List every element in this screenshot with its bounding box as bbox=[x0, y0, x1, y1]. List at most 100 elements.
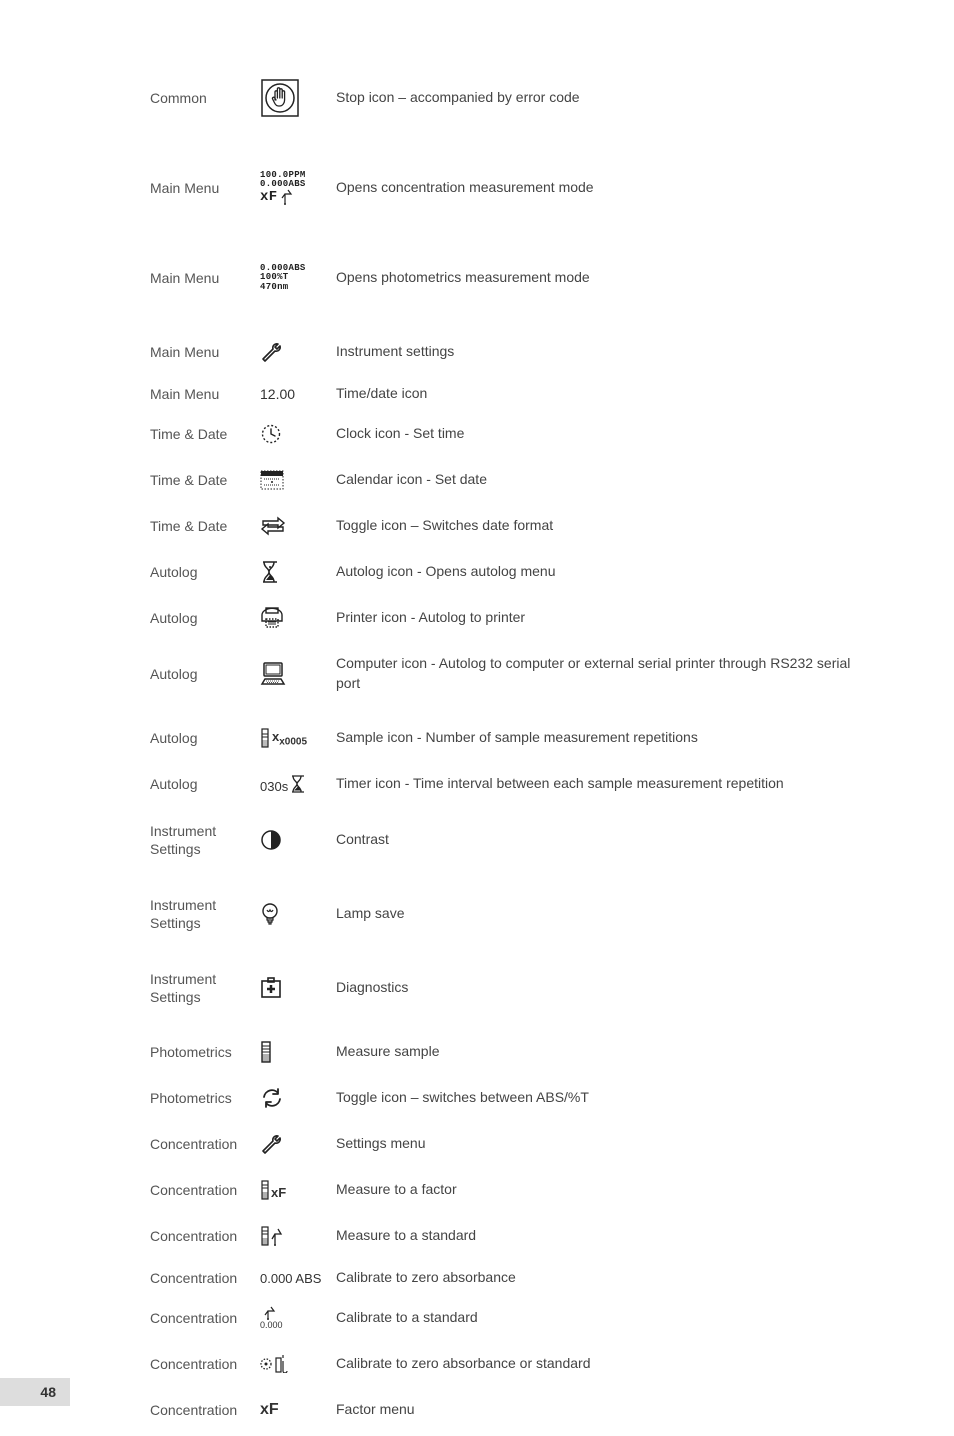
desc-col: Printer icon - Autolog to printer bbox=[336, 608, 870, 628]
icon-col: xF bbox=[260, 1180, 336, 1200]
icon-table: Common Stop icon – accompanied by error … bbox=[150, 62, 870, 1430]
icon-col bbox=[260, 607, 336, 629]
menu-col: Photometrics bbox=[150, 1043, 260, 1061]
table-row: Autolog Autolog icon - Opens autolog men… bbox=[150, 552, 870, 592]
menu-col: Time & Date bbox=[150, 425, 260, 443]
table-row: Main Menu 100.0PPM 0.000ABS xF Opens con… bbox=[150, 152, 870, 224]
wrench-icon bbox=[260, 340, 284, 364]
desc-col: Computer icon - Autolog to computer or e… bbox=[336, 654, 870, 693]
icon-col: 0.000 ABS bbox=[260, 1271, 336, 1286]
menu-col: Instrument Settings bbox=[150, 896, 260, 932]
cuvette-icon bbox=[260, 1041, 272, 1063]
desc-col: Time/date icon bbox=[336, 384, 870, 404]
desc-col: Lamp save bbox=[336, 904, 870, 924]
menu-col: Time & Date bbox=[150, 471, 260, 489]
toggle-arrows-icon bbox=[260, 515, 286, 537]
desc-col: Measure to a standard bbox=[336, 1226, 870, 1246]
icon-col: xF bbox=[260, 1401, 336, 1419]
icon-col bbox=[260, 829, 336, 851]
table-row: Instrument Settings Contrast bbox=[150, 810, 870, 870]
icon-text-line: 470nm bbox=[260, 283, 289, 292]
desc-col: Autolog icon - Opens autolog menu bbox=[336, 562, 870, 582]
photometrics-mode-icon: 0.000ABS 100%T 470nm bbox=[260, 264, 306, 292]
menu-col: Photometrics bbox=[150, 1089, 260, 1107]
menu-col: Autolog bbox=[150, 729, 260, 747]
menu-col: Main Menu bbox=[150, 343, 260, 361]
contrast-icon bbox=[260, 829, 282, 851]
hourglass-icon bbox=[260, 560, 280, 584]
desc-col: Sample icon - Number of sample measureme… bbox=[336, 728, 870, 748]
table-row: Autolog xx0005 Sample icon - Number of s… bbox=[150, 718, 870, 758]
desc-col: Calendar icon - Set date bbox=[336, 470, 870, 490]
calibrate-either-icon bbox=[260, 1355, 288, 1373]
icon-col: 030s bbox=[260, 774, 336, 794]
swap-arrows-icon bbox=[260, 1087, 284, 1109]
icon-col bbox=[260, 560, 336, 584]
table-row: Main Menu 12.00 Time/date icon bbox=[150, 378, 870, 410]
menu-col: Concentration bbox=[150, 1227, 260, 1245]
diagnostics-icon bbox=[260, 977, 282, 999]
icon-text-line: xF bbox=[260, 189, 295, 205]
menu-col: Concentration bbox=[150, 1181, 260, 1199]
desc-col: Calibrate to zero absorbance or standard bbox=[336, 1354, 870, 1374]
table-row: Common Stop icon – accompanied by error … bbox=[150, 62, 870, 134]
icon-col bbox=[260, 470, 336, 490]
icon-text-line: 0.000ABS bbox=[260, 180, 306, 189]
menu-col: Concentration bbox=[150, 1355, 260, 1373]
menu-col: Common bbox=[150, 89, 260, 107]
calendar-icon bbox=[260, 470, 284, 490]
icon-col: 100.0PPM 0.000ABS xF bbox=[260, 171, 336, 206]
table-row: Main Menu 0.000ABS 100%T 470nm Opens pho… bbox=[150, 242, 870, 314]
table-row: Time & Date Calendar icon - Set date bbox=[150, 460, 870, 500]
table-row: Concentration Measure to a standard bbox=[150, 1216, 870, 1256]
menu-col: Concentration bbox=[150, 1309, 260, 1327]
menu-col: Autolog bbox=[150, 775, 260, 793]
icon-col bbox=[260, 1132, 336, 1156]
icon-col: 12.00 bbox=[260, 386, 336, 402]
menu-col: Concentration bbox=[150, 1401, 260, 1419]
icon-col bbox=[260, 1041, 336, 1063]
table-row: Autolog Computer icon - Autolog to compu… bbox=[150, 644, 870, 704]
icon-col bbox=[260, 902, 336, 926]
menu-col: Main Menu bbox=[150, 385, 260, 403]
table-row: Photometrics Measure sample bbox=[150, 1032, 870, 1072]
menu-col: Autolog bbox=[150, 609, 260, 627]
desc-col: Calibrate to zero absorbance bbox=[336, 1268, 870, 1288]
icon-col bbox=[260, 340, 336, 364]
desc-col: Diagnostics bbox=[336, 978, 870, 998]
zero-abs-text-icon: 0.000 ABS bbox=[260, 1271, 321, 1286]
menu-col: Concentration bbox=[150, 1135, 260, 1153]
menu-col: Autolog bbox=[150, 665, 260, 683]
table-row: Instrument Settings Diagnostics bbox=[150, 958, 870, 1018]
table-row: Time & Date Clock icon - Set time bbox=[150, 414, 870, 454]
computer-icon bbox=[260, 662, 286, 686]
printer-icon bbox=[260, 607, 284, 629]
desc-col: Timer icon - Time interval between each … bbox=[336, 774, 870, 794]
desc-col: Instrument settings bbox=[336, 342, 870, 362]
icon-col bbox=[260, 1226, 336, 1246]
page-number: 48 bbox=[0, 1378, 70, 1406]
icon-col bbox=[260, 78, 336, 118]
concentration-mode-icon: 100.0PPM 0.000ABS xF bbox=[260, 171, 306, 206]
cuvette-standard-icon bbox=[260, 1226, 285, 1246]
desc-col: Measure sample bbox=[336, 1042, 870, 1062]
table-row: Concentration Settings menu bbox=[150, 1124, 870, 1164]
cuvette-factor-icon: xF bbox=[260, 1180, 286, 1200]
desc-col: Measure to a factor bbox=[336, 1180, 870, 1200]
desc-col: Calibrate to a standard bbox=[336, 1308, 870, 1328]
calibrate-standard-icon: 0.000 bbox=[260, 1306, 283, 1330]
icon-col: 0.000 bbox=[260, 1306, 336, 1330]
desc-col: Toggle icon – Switches date format bbox=[336, 516, 870, 536]
desc-col: Toggle icon – switches between ABS/%T bbox=[336, 1088, 870, 1108]
desc-col: Settings menu bbox=[336, 1134, 870, 1154]
desc-col: Opens concentration measurement mode bbox=[336, 178, 870, 198]
desc-col: Stop icon – accompanied by error code bbox=[336, 88, 870, 108]
desc-col: Factor menu bbox=[336, 1400, 870, 1420]
menu-col: Time & Date bbox=[150, 517, 260, 535]
table-row: Instrument Settings Lamp save bbox=[150, 884, 870, 944]
desc-col: Opens photometrics measurement mode bbox=[336, 268, 870, 288]
menu-col: Instrument Settings bbox=[150, 970, 260, 1006]
lamp-icon bbox=[260, 902, 280, 926]
table-row: Concentration xF Measure to a factor bbox=[150, 1170, 870, 1210]
icon-col bbox=[260, 1087, 336, 1109]
